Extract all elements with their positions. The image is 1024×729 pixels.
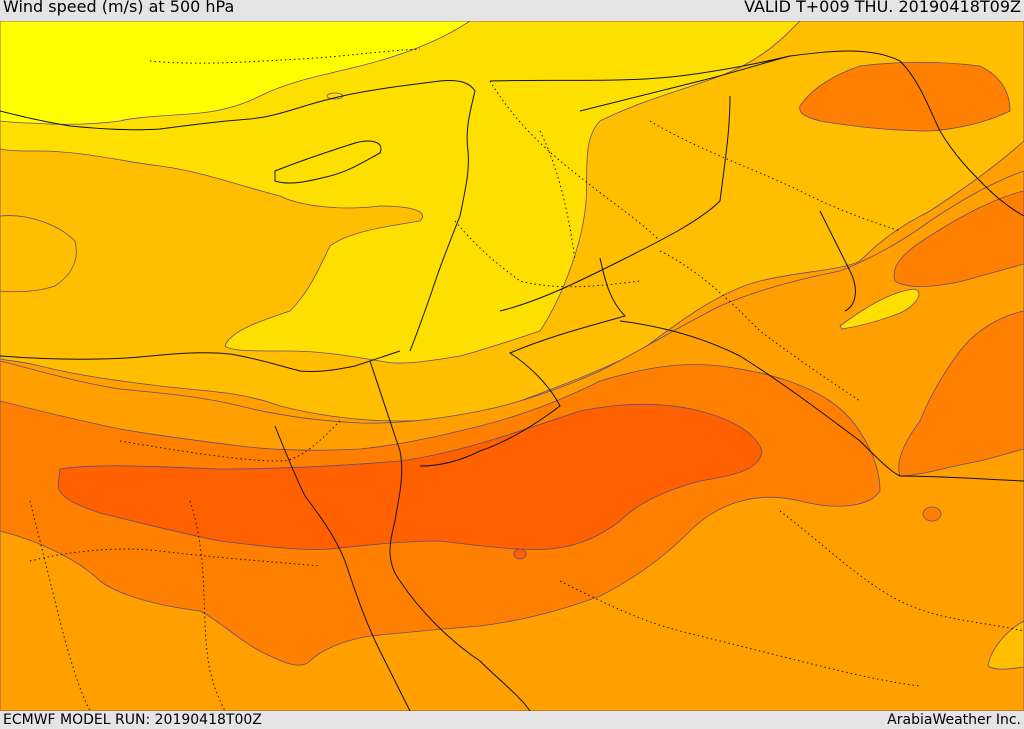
coastline-cyprus xyxy=(274,140,382,184)
coastline-red-sea-west xyxy=(274,425,411,711)
map-title: Wind speed (m/s) at 500 hPa xyxy=(3,0,235,16)
coastline-gulf-inner xyxy=(819,210,856,312)
border xyxy=(559,580,921,687)
coastline xyxy=(0,350,401,372)
valid-time: VALID T+009 THU. 20190418T09Z xyxy=(744,0,1021,16)
contour-band-5-east-lower xyxy=(898,310,1024,477)
coastline xyxy=(0,80,476,131)
contour-island xyxy=(799,61,1011,132)
contour-band-1 xyxy=(0,21,471,125)
coastline-gulf xyxy=(579,50,1024,217)
contour-island xyxy=(922,506,942,522)
wind-speed-map xyxy=(0,21,1024,711)
border xyxy=(779,510,1024,632)
frontier xyxy=(489,55,791,82)
frontier xyxy=(499,95,731,312)
frontier xyxy=(419,257,626,467)
coastline xyxy=(409,90,476,352)
footer-bar: ECMWF MODEL RUN: 20190418T00Z ArabiaWeat… xyxy=(0,711,1024,729)
contour-band-6 xyxy=(57,403,763,550)
contour-band-5-east xyxy=(893,190,1024,287)
border xyxy=(649,120,901,232)
frontier xyxy=(619,320,1024,482)
border xyxy=(189,500,226,711)
border xyxy=(659,250,861,402)
contour-island xyxy=(513,548,527,560)
coastline-red-sea-east xyxy=(389,450,531,711)
credit-label: ArabiaWeather Inc. xyxy=(887,712,1021,728)
border xyxy=(489,80,661,242)
border xyxy=(119,420,341,462)
border xyxy=(29,548,321,567)
header-bar: Wind speed (m/s) at 500 hPa VALID T+009 … xyxy=(0,0,1024,21)
border xyxy=(149,48,421,64)
contour-band-3-lobe xyxy=(0,215,77,293)
contour-island xyxy=(839,288,920,330)
contour-island xyxy=(987,620,1024,670)
frontier xyxy=(369,360,401,452)
model-run-label: ECMWF MODEL RUN: 20190418T00Z xyxy=(3,712,262,728)
